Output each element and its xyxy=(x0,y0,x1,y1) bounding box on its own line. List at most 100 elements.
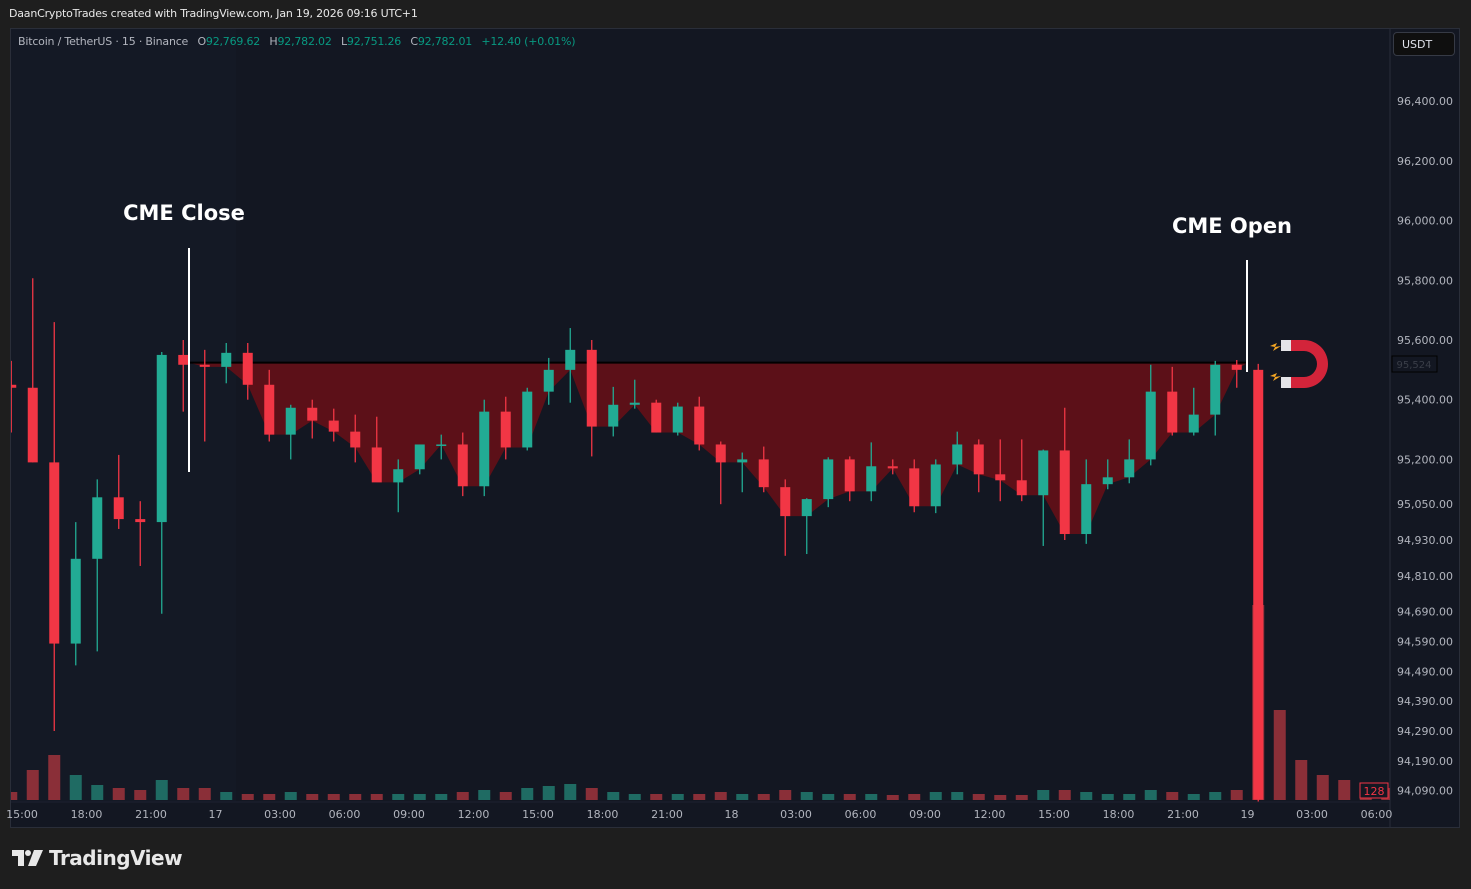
price-tick-label: 95,200.00 xyxy=(1397,453,1453,466)
candle xyxy=(866,442,877,502)
candle xyxy=(393,459,404,513)
candle xyxy=(1210,360,1221,436)
candle xyxy=(715,441,726,505)
candle xyxy=(242,342,253,400)
candle xyxy=(629,379,640,409)
price-tick-label: 94,190.00 xyxy=(1397,755,1453,768)
volume-bar xyxy=(1144,790,1157,800)
volume-bar xyxy=(585,788,598,800)
candle-body xyxy=(1102,477,1113,485)
candle-body xyxy=(952,444,963,465)
volume-bar xyxy=(994,795,1007,800)
candle-body xyxy=(479,411,490,487)
volume-bar xyxy=(628,794,641,800)
candle xyxy=(801,498,812,555)
low-value: 92,751.26 xyxy=(346,35,402,48)
candle-body xyxy=(823,459,834,500)
volume-bar xyxy=(1015,795,1028,800)
candle xyxy=(11,360,17,433)
volume-bar xyxy=(757,794,770,800)
candle-body xyxy=(629,402,640,405)
volume-bar xyxy=(886,795,899,800)
price-tick-label: 95,800.00 xyxy=(1397,274,1453,287)
candle xyxy=(1016,439,1027,502)
candle-body xyxy=(328,420,339,432)
volume-bar xyxy=(1166,792,1179,800)
volume-bar xyxy=(69,775,82,800)
gap-level-badge xyxy=(1391,355,1438,373)
volume-bar xyxy=(1123,794,1136,800)
volume-bar xyxy=(392,794,405,800)
candle-body xyxy=(844,459,855,492)
time-tick-label: 06:00 xyxy=(845,808,877,821)
candle-body xyxy=(1081,484,1092,535)
high-value: 92,782.02 xyxy=(277,35,332,48)
time-tick-label: 21:00 xyxy=(651,808,683,821)
candle-body xyxy=(242,352,253,385)
session-shade xyxy=(11,29,236,802)
tradingview-logo[interactable]: TradingView xyxy=(12,846,183,870)
candle-body xyxy=(737,459,748,463)
candle-body xyxy=(780,487,791,517)
volume-bar xyxy=(327,794,340,800)
candle-body xyxy=(92,497,103,559)
candle xyxy=(1231,359,1242,388)
price-tick-label: 96,000.00 xyxy=(1397,215,1453,228)
candle xyxy=(930,459,941,514)
time-tick-label: 03:00 xyxy=(780,808,812,821)
volume-bar xyxy=(1338,780,1351,800)
candle-body xyxy=(608,404,619,427)
candle-body xyxy=(1016,480,1027,496)
candle xyxy=(1038,449,1049,546)
candle-body xyxy=(1188,414,1199,433)
candle xyxy=(70,522,81,666)
volume-bar xyxy=(134,790,147,800)
volume-bar xyxy=(951,792,964,800)
cme-open-label: CME Open xyxy=(1172,214,1292,238)
candle-body xyxy=(887,466,898,469)
candle-body xyxy=(694,406,705,445)
candle xyxy=(307,399,318,439)
time-tick-label: 09:00 xyxy=(393,808,425,821)
candle xyxy=(285,404,296,460)
volume-bar xyxy=(671,794,684,800)
candle-body xyxy=(522,391,533,448)
volume-bar xyxy=(349,794,362,800)
candle-body xyxy=(1167,391,1178,433)
candle-body xyxy=(758,459,769,488)
candle-body xyxy=(393,469,404,483)
volume-bar xyxy=(1230,790,1243,800)
volume-badge xyxy=(1359,782,1389,799)
volume-bar xyxy=(413,794,426,800)
volume-bar xyxy=(843,794,856,800)
candle xyxy=(221,342,232,384)
candle xyxy=(264,369,275,442)
symbol-title[interactable]: Bitcoin / TetherUS · 15 · Binance xyxy=(18,35,189,48)
currency-button[interactable]: USDT xyxy=(1393,32,1455,56)
candle xyxy=(758,446,769,493)
volume-bar xyxy=(650,794,663,800)
candle xyxy=(651,399,662,433)
volume-bar xyxy=(908,794,921,800)
candle-body xyxy=(199,364,210,367)
candle xyxy=(479,399,490,497)
candle-body xyxy=(586,349,597,427)
candle xyxy=(995,439,1006,502)
candle xyxy=(952,431,963,475)
candle-body xyxy=(307,407,318,421)
volume-bar xyxy=(1295,760,1308,800)
tradingview-logo-icon xyxy=(12,850,43,866)
candle xyxy=(823,457,834,508)
chart-credit: DaanCryptoTrades created with TradingVie… xyxy=(9,7,418,20)
candle xyxy=(199,349,210,442)
candle xyxy=(780,479,791,556)
volume-bar xyxy=(198,788,211,800)
candle-body xyxy=(672,406,683,433)
candle xyxy=(500,396,511,460)
candle-body xyxy=(135,519,146,523)
volume-bar xyxy=(736,794,749,800)
time-tick-label: 19 xyxy=(1241,808,1255,821)
candle xyxy=(844,456,855,502)
volume-bar xyxy=(521,788,534,800)
